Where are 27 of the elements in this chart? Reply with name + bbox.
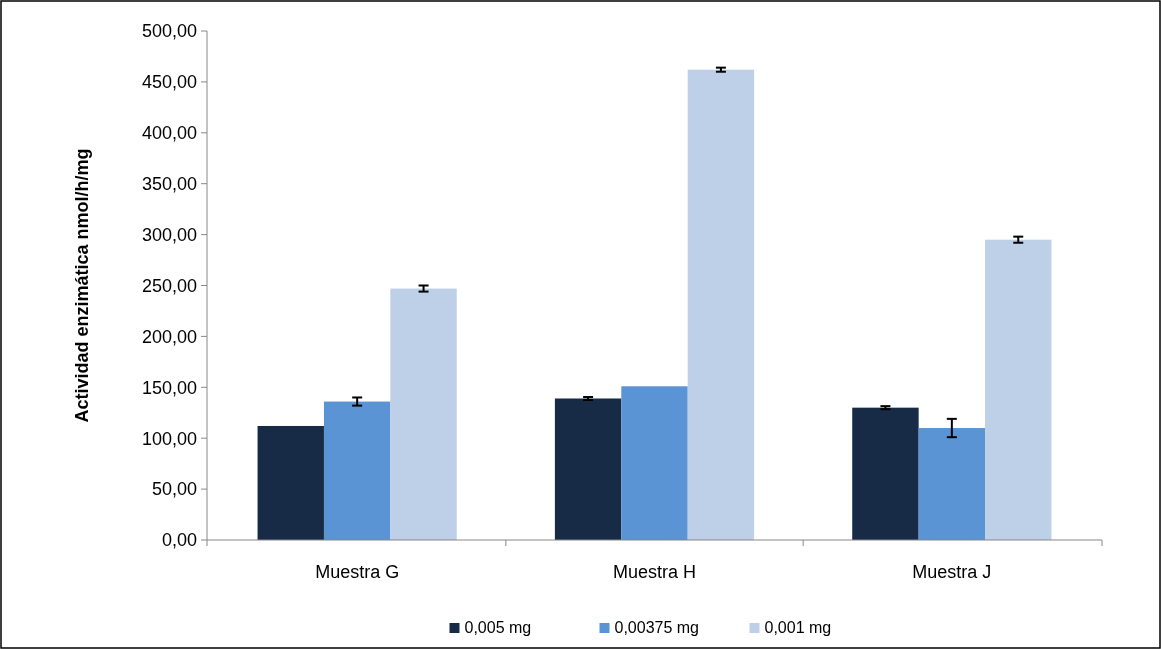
y-tick-label: 50,00 bbox=[151, 479, 197, 500]
y-tick-label: 250,00 bbox=[141, 275, 197, 296]
y-tick-label: 350,00 bbox=[141, 174, 197, 194]
y-tick-label: 400,00 bbox=[141, 123, 197, 144]
bar bbox=[621, 386, 688, 540]
y-tick-label: 150,00 bbox=[141, 377, 197, 398]
legend-label: 0,005 mg bbox=[464, 619, 532, 636]
bar bbox=[985, 239, 1052, 540]
bar bbox=[257, 425, 324, 540]
y-tick-label: 100,00 bbox=[141, 428, 197, 449]
y-tick-label: 300,00 bbox=[141, 224, 197, 245]
x-tick-label: Muestra H bbox=[612, 562, 697, 582]
bar bbox=[554, 398, 622, 540]
bar bbox=[918, 428, 986, 540]
y-axis-title: Actividad enzimática nmol/h/mg bbox=[72, 148, 92, 423]
x-tick-label: Muestra G bbox=[315, 562, 400, 582]
x-tick-label: Muestra J bbox=[912, 562, 992, 582]
bar bbox=[390, 288, 457, 540]
legend-label: 0,001 mg bbox=[764, 619, 832, 636]
bar bbox=[687, 69, 755, 540]
y-tick-label: 450,00 bbox=[141, 72, 197, 93]
y-tick-label: 0,00 bbox=[161, 530, 197, 551]
legend-label: 0,00375 mg bbox=[614, 619, 700, 636]
y-tick-label: 500,00 bbox=[141, 21, 197, 42]
y-tick-label: 200,00 bbox=[141, 326, 197, 347]
bar bbox=[852, 407, 919, 540]
bar bbox=[323, 401, 391, 540]
